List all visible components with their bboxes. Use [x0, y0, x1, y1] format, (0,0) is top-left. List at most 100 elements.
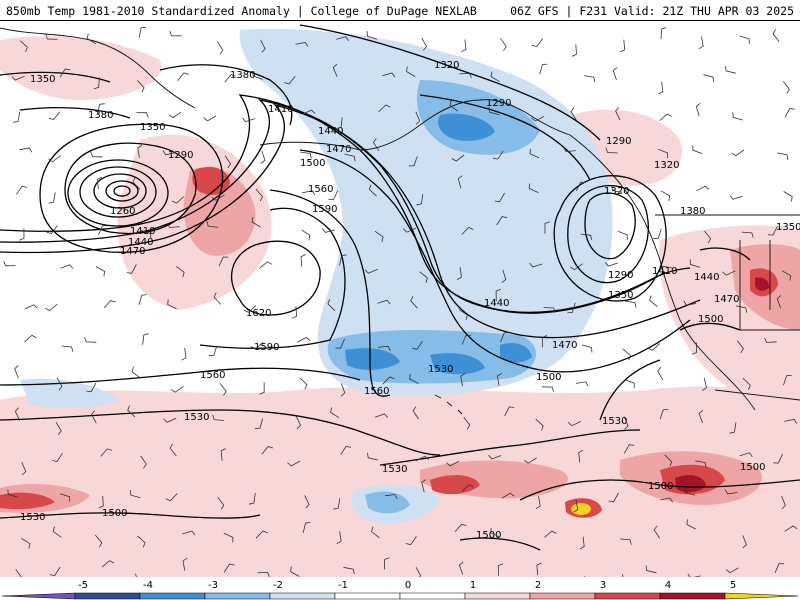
anomaly-plus4-west-us [755, 277, 770, 291]
wind-barb [142, 333, 149, 345]
wind-barb [496, 373, 502, 386]
wind-barb [251, 217, 261, 228]
wind-barb [645, 565, 657, 574]
contour-label: 1440 [318, 126, 343, 137]
wind-barb [93, 77, 100, 90]
wind-barb [605, 147, 618, 154]
wind-barb [52, 526, 62, 538]
contour-1620 [231, 240, 321, 316]
colorbar-segment [594, 592, 661, 600]
wind-barb [212, 414, 225, 421]
wind-barb [662, 265, 674, 273]
wind-barb [454, 523, 467, 532]
colorbar-label: -5 [78, 580, 88, 591]
wind-barb [56, 377, 63, 391]
wind-barb [45, 34, 58, 40]
wind-barb [579, 536, 585, 550]
anomaly-plus3-southwest [0, 492, 55, 510]
wind-barb [382, 376, 395, 385]
contour-label: 1530 [382, 464, 407, 475]
height-contours [0, 24, 800, 551]
wind-barb [98, 495, 104, 509]
contour-1560 [269, 189, 391, 397]
wind-barb [724, 489, 738, 495]
wind-barb [211, 194, 225, 201]
wind-barb [657, 367, 664, 381]
wind-barb [415, 455, 429, 462]
wind-barb [60, 264, 74, 269]
coastline-alaska [259, 99, 571, 151]
wind-barb [252, 70, 263, 80]
wind-barb [14, 365, 19, 379]
contour-1290-east-low [584, 192, 636, 260]
contour-1350-east [553, 175, 667, 302]
contour-label: 1590 [254, 342, 279, 353]
wind-barb [332, 63, 338, 78]
wind-barb [495, 288, 501, 302]
wind-barb [297, 336, 311, 343]
wind-barb [98, 225, 108, 235]
wind-barb [416, 194, 424, 206]
contour-1470 [0, 103, 701, 339]
wind-barb [500, 38, 507, 51]
wind-barb [774, 563, 785, 573]
anomaly-minus3-east [500, 343, 532, 363]
wind-barb [127, 405, 136, 418]
wind-barb [45, 303, 58, 312]
wind-barb [257, 571, 270, 577]
wind-barb [421, 37, 427, 51]
contour-1290-west [64, 142, 197, 235]
contour-1560-south [0, 367, 361, 386]
anomaly-minus3-mid-pacific [345, 348, 400, 370]
wind-barb [782, 81, 790, 94]
wind-barb [140, 455, 147, 469]
wind-barb [580, 233, 593, 241]
wind-barb [660, 497, 674, 503]
wind-barb [299, 377, 308, 390]
wind-barb [687, 573, 701, 577]
wind-barb [729, 195, 743, 200]
anomaly-minus2-south [365, 491, 410, 514]
wind-barb [248, 493, 256, 505]
wind-barb [3, 261, 16, 267]
wind-barb [171, 196, 185, 204]
coastline-west-us [679, 319, 756, 411]
wind-barb [539, 63, 548, 75]
wind-barb [170, 386, 184, 393]
wind-barb [620, 39, 626, 53]
wind-barb [168, 111, 182, 119]
wind-barb [735, 305, 748, 313]
wind-barb [567, 421, 581, 427]
wind-barb [702, 377, 707, 391]
wind-barb [52, 452, 63, 463]
wind-barb [96, 176, 102, 190]
wind-barb [461, 39, 467, 53]
wind-barb [21, 462, 27, 476]
wind-barb [500, 332, 510, 343]
wind-barb [291, 306, 298, 319]
wind-barb [11, 75, 25, 81]
wind-barb [421, 479, 427, 493]
wind-barb [254, 418, 263, 430]
wind-barb [374, 413, 388, 418]
colorbar-label: -1 [338, 580, 348, 591]
wind-barb [704, 230, 712, 244]
wind-barb [689, 259, 701, 268]
wind-barb [19, 40, 28, 53]
wind-barb [15, 185, 28, 195]
contour-label: 1410 [268, 104, 293, 115]
wind-barb [783, 191, 793, 202]
low-contour-2 [105, 180, 139, 202]
wind-barb [461, 484, 474, 492]
anomaly-minus3-central [430, 353, 485, 375]
wind-barb [541, 335, 548, 348]
contour-label: 1410 [130, 226, 155, 237]
wind-barb [137, 535, 146, 548]
wind-barb [217, 41, 224, 55]
wind-barb [460, 373, 466, 387]
wind-barb [660, 27, 667, 40]
wind-barb [284, 75, 296, 85]
low-center-contour [113, 185, 131, 197]
wind-barb [300, 151, 312, 159]
contour-label: 1290 [168, 150, 193, 161]
